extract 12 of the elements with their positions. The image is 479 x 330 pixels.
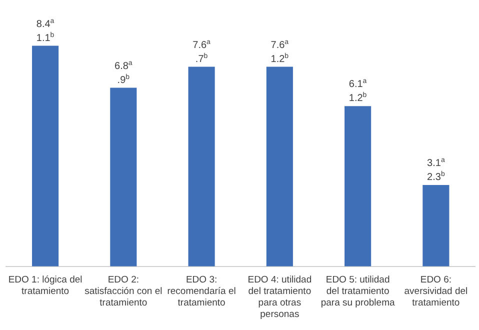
bar [32,46,59,266]
x-tick-label: EDO 5: utilidad del tratamiento para su problema [320,274,396,309]
x-tick-label: EDO 4: utilidad del tratamiento para otras personas [248,274,312,320]
bar [422,184,450,266]
bar [188,66,215,266]
x-tick-label: EDO 6: aversividad del tratamiento [404,274,468,309]
bar [110,88,137,266]
bar [344,106,372,266]
x-tick-label: EDO 1: lógica del tratamiento [8,274,82,298]
x-tick-label: EDO 3: recomendaría el tratamiento [167,274,236,309]
bar [266,66,293,266]
x-tick-label: EDO 2: satisfacción con el tratamiento [84,274,162,309]
